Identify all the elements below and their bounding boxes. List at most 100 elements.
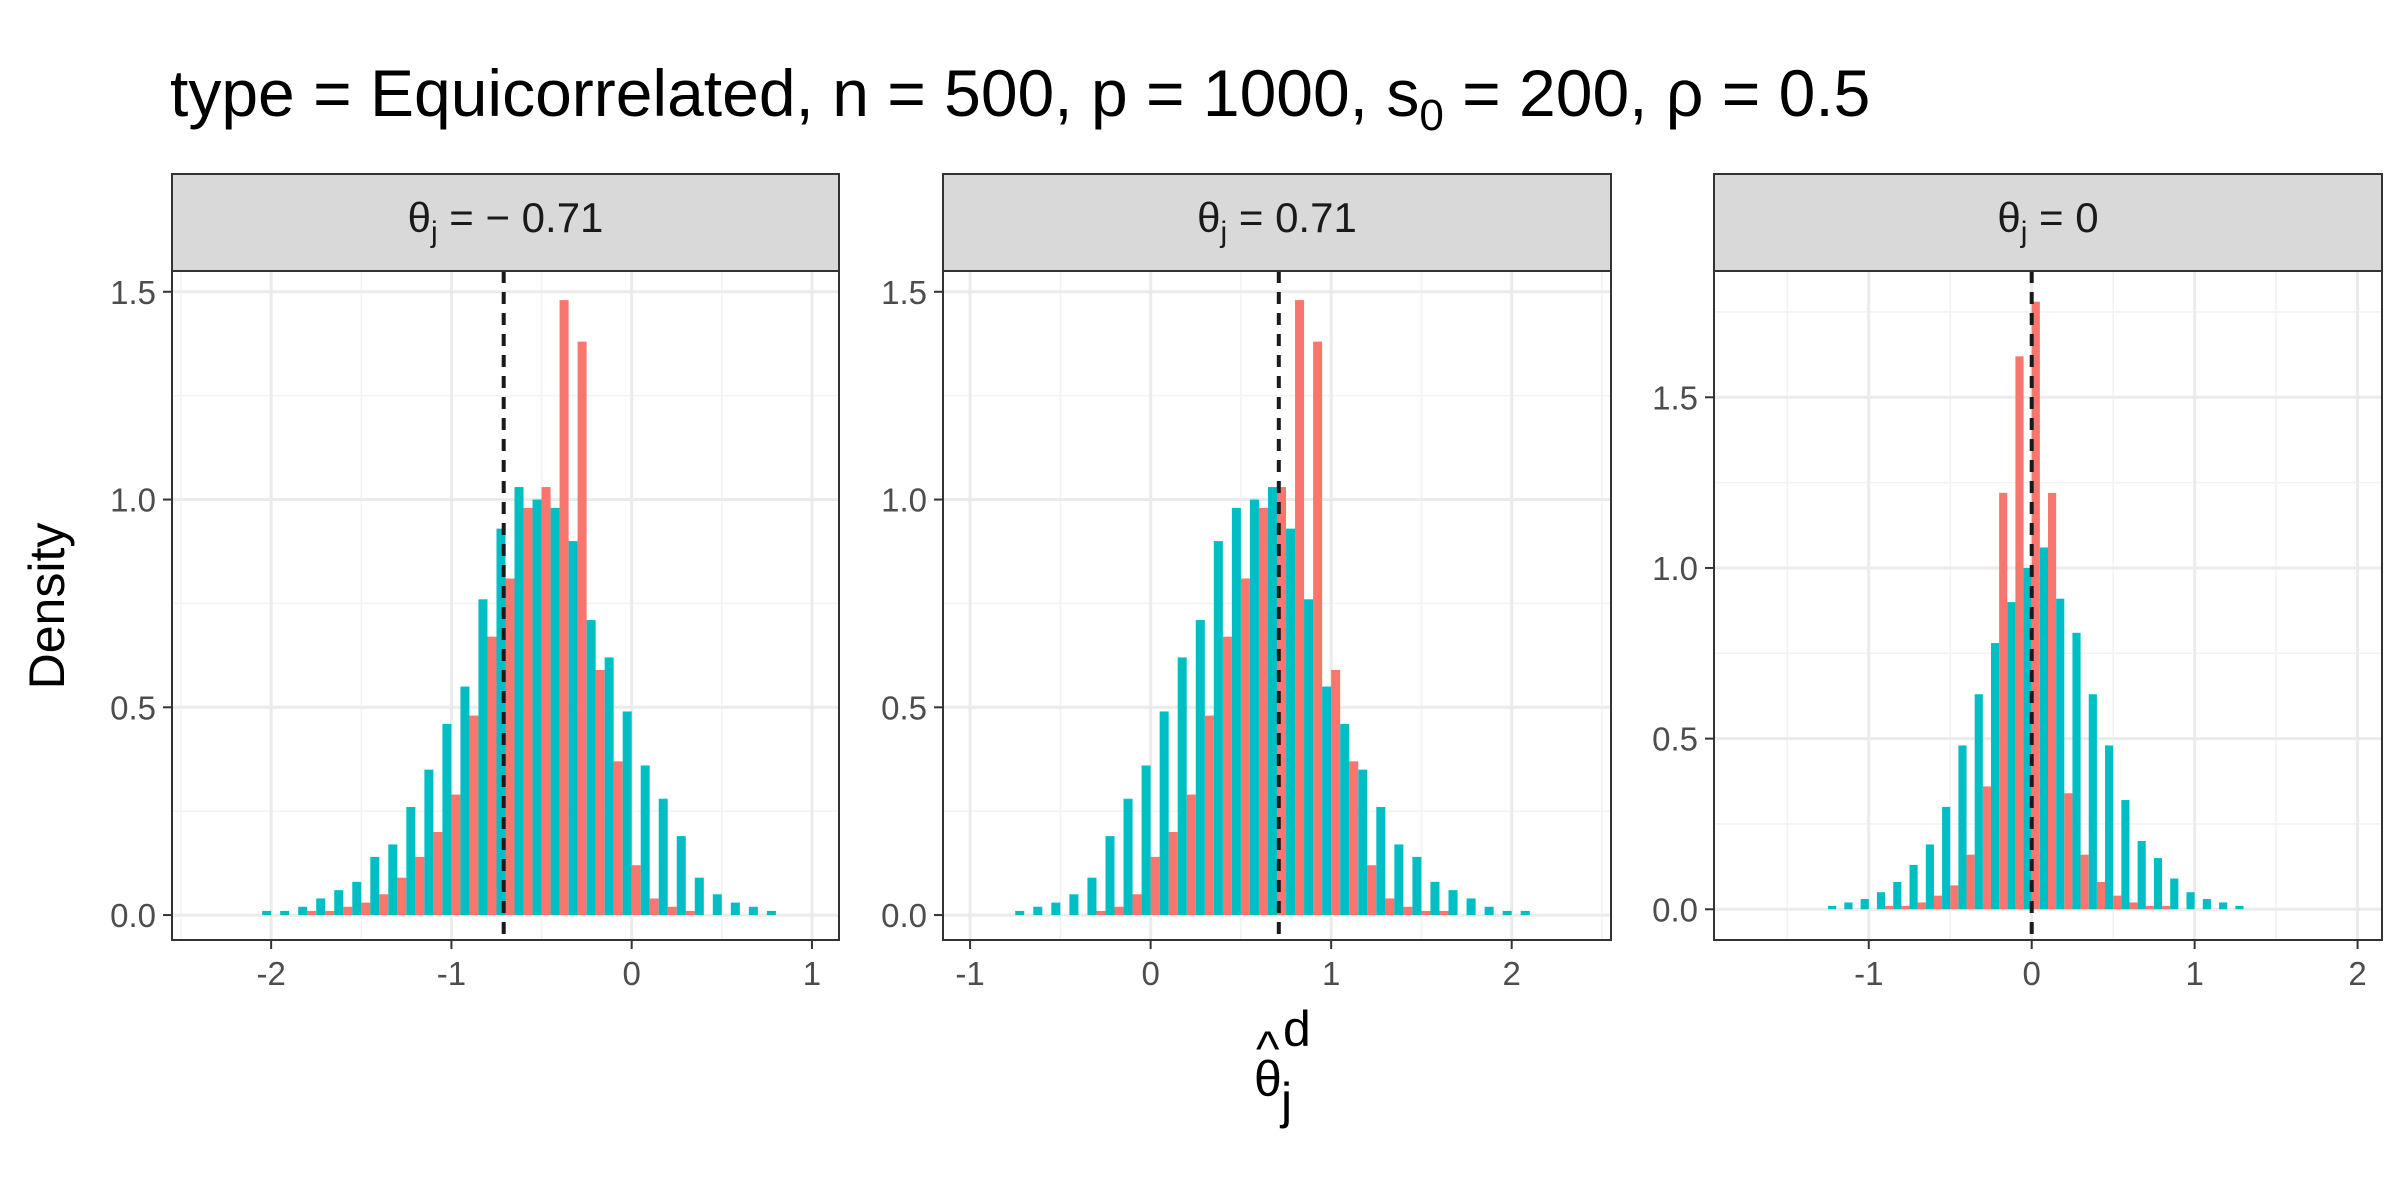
panel-2-bar — [1222, 636, 1232, 916]
panel-1-bar — [307, 910, 317, 916]
panel-3-bar — [2031, 301, 2040, 910]
panel-2-y-tick-label: 0.0 — [881, 897, 927, 934]
panel-2-bar — [1349, 761, 1359, 916]
panel-2-bar — [1502, 910, 1512, 916]
panel-2-bar — [1267, 487, 1277, 916]
panel-1-bar — [379, 894, 389, 916]
x-axis-title-symbol: θ — [1254, 1051, 1282, 1107]
panel-2-bar — [1421, 910, 1431, 916]
panel-2-bar — [1105, 836, 1115, 916]
panel-3-x-tick-label: -1 — [1854, 955, 1883, 992]
panel-2-x-tick-label: -1 — [955, 955, 984, 992]
panel-2-bar — [1015, 910, 1025, 916]
panel-2-bar — [1096, 910, 1106, 916]
panel-2-bar — [1177, 657, 1187, 916]
panel-2-x-tick-label: 1 — [1322, 955, 1340, 992]
panel-3-x-tick-label: 0 — [2023, 955, 2041, 992]
panel-1-bar — [658, 798, 668, 916]
panel-1-bar — [487, 636, 497, 916]
panel-3-bar — [1844, 902, 1853, 910]
panel-3-x-tick-label: 2 — [2348, 955, 2366, 992]
panel-3-bar — [1990, 643, 2000, 910]
panel-1-bar — [343, 906, 353, 916]
panel-1-bar — [559, 300, 569, 916]
panel-1: θj = − 0.71 -2 -1 0 1 0.0 0.5 1.0 1.5 — [110, 173, 840, 992]
panel-1-bar — [424, 769, 434, 916]
panel-1-bar — [577, 341, 587, 916]
panel-1-x-tick-label: 0 — [623, 955, 641, 992]
x-axis-title-superscript: d — [1283, 1001, 1311, 1057]
chart-title-suffix: = 200, ρ = 0.5 — [1444, 56, 1871, 130]
panel-2-bar — [1186, 794, 1196, 916]
panel-1-bar — [280, 910, 290, 916]
panel-2-bar — [1313, 341, 1323, 916]
panel-3-bar — [2023, 567, 2032, 910]
panel-3: θj = 0 -1 0 1 2 0.0 0.5 1.0 1.5 — [1652, 173, 2383, 992]
panel-2-bar — [1213, 541, 1223, 916]
panel-1-bar — [730, 902, 740, 916]
panel-3-bar — [2129, 902, 2138, 910]
panel-2-bar — [1159, 711, 1169, 916]
panel-3-bar — [2145, 905, 2154, 910]
panel-1-series-2 — [262, 487, 776, 916]
panel-1-bar — [334, 890, 344, 916]
chart-title-subscript: 0 — [1419, 91, 1443, 140]
panel-1-bar — [469, 715, 479, 916]
panel-2-bar — [1051, 902, 1061, 916]
panel-1-bar — [748, 906, 758, 916]
panel-3-bar — [1860, 899, 1869, 910]
panel-2-bar — [1132, 894, 1142, 916]
panel-2-bar — [1340, 723, 1350, 916]
panel-1-bar — [568, 541, 578, 916]
panel-3-bar — [1876, 892, 1886, 910]
panel-3-bar — [2162, 905, 2171, 910]
x-axis-title-subscript: j — [1279, 1073, 1292, 1129]
panel-2: θj = 0.71 -1 0 1 2 0.0 0.5 1.0 1.5 — [881, 173, 1612, 992]
panel-2-bar — [1385, 898, 1395, 916]
panel-2-bar — [1249, 499, 1259, 916]
panel-2-y-tick-label: 1.0 — [881, 482, 927, 519]
panel-3-bar — [2235, 905, 2244, 910]
panel-1-bar — [496, 528, 506, 916]
panel-2-bar — [1231, 507, 1241, 916]
panel-1-bar — [433, 831, 443, 916]
panel-2-bar — [1466, 898, 1476, 916]
panel-2-bar — [1069, 894, 1079, 916]
panel-2-y-tick-label: 0.5 — [881, 689, 927, 726]
panel-1-bar — [649, 898, 659, 916]
panel-3-strip-label: θj = 0 — [1997, 194, 2098, 249]
panel-1-bar — [676, 836, 686, 916]
panel-1-x-tick-label: -2 — [256, 955, 285, 992]
panel-2-x-tick-label: 0 — [1141, 955, 1159, 992]
panel-3-bar — [1893, 881, 1902, 910]
panel-2-bar — [1376, 807, 1386, 916]
panel-3-bar — [1925, 844, 1934, 910]
panel-2-bar — [1150, 856, 1160, 916]
panel-2-bar — [1286, 528, 1296, 916]
panel-2-bar — [1240, 578, 1250, 916]
panel-2-bar — [1484, 906, 1494, 916]
panel-3-bar — [2219, 902, 2228, 910]
panel-3-bar — [1901, 905, 1910, 910]
panel-1-x-tick-label: 1 — [803, 955, 821, 992]
panel-1-bar — [262, 910, 272, 916]
panel-3-bar — [2186, 892, 2195, 910]
panel-1-strip — [171, 173, 840, 272]
panel-1-y-tick-label: 1.0 — [110, 482, 156, 519]
panel-2-bar — [1394, 844, 1404, 916]
panel-3-bar — [1982, 786, 1991, 910]
panel-1-bar — [586, 620, 596, 916]
panel-2-bar — [1439, 910, 1449, 916]
panel-1-bar — [631, 865, 641, 916]
panel-1-bar — [415, 856, 425, 916]
panel-2-bar — [1304, 599, 1314, 916]
panel-2-strip-value: = 0.71 — [1227, 194, 1357, 241]
panel-1-bar — [685, 910, 695, 916]
panel-2-bar — [1033, 906, 1043, 916]
panel-1-y-tick-label: 0.0 — [110, 897, 156, 934]
panel-1-y-tick-label: 1.5 — [110, 274, 156, 311]
panel-2-bar — [1295, 300, 1305, 916]
panel-1-bar — [325, 910, 335, 916]
panel-2-bar — [1403, 906, 1413, 916]
panel-2-bar — [1168, 831, 1178, 916]
